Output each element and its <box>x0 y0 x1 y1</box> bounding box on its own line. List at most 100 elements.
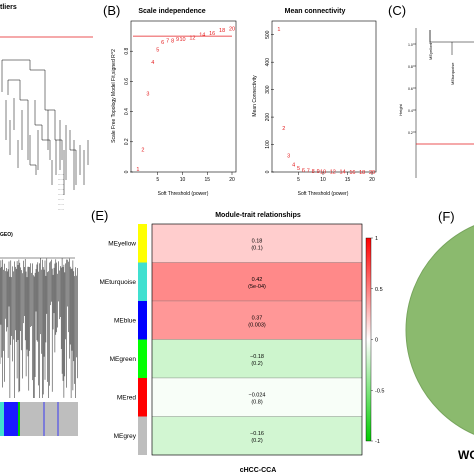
y-tick-label: 0.6 <box>124 78 130 85</box>
legend-tick-label: 0.5 <box>375 287 383 293</box>
cell-correlation: −0.024 <box>249 392 266 398</box>
data-point-label: 7 <box>166 39 169 45</box>
cell-correlation: −0.16 <box>250 431 264 437</box>
legend-tick-label: 1 <box>375 236 378 242</box>
data-point-label: 20 <box>229 27 235 33</box>
cell-p-value: (0.2) <box>251 361 262 367</box>
cell-correlation: 0.18 <box>252 238 263 244</box>
data-point-label: 6 <box>302 168 305 174</box>
chart-title: Mean connectivity <box>285 8 346 15</box>
plot-frame <box>130 20 237 173</box>
data-point-label: 12 <box>330 170 336 176</box>
chart-title: Module-trait relationships <box>215 212 301 219</box>
panel-b-scale-independence: (B) Scale independence 5 10 15 2000.20.40.6… <box>103 3 237 197</box>
x-tick-label: 5 <box>297 177 300 183</box>
data-point-label: 3 <box>146 91 149 97</box>
data-point-label: 2 <box>282 126 285 132</box>
module-color-swatch <box>138 224 147 263</box>
chart-title: Scale independence <box>138 8 205 15</box>
heatmap-frame <box>151 223 363 456</box>
svg-text:·····: ····· <box>58 183 64 187</box>
svg-text:·····: ····· <box>58 193 64 197</box>
cell-correlation: 0.42 <box>252 277 263 283</box>
x-axis-label: Soft Threshold (power) <box>158 191 209 197</box>
x-tick-label: 10 <box>320 177 326 183</box>
module-label: MEyellow <box>108 240 136 247</box>
data-point-label: 1 <box>277 27 280 33</box>
cell-correlation: 0.37 <box>252 315 263 321</box>
heatmap-rows: MEyellow 0.18(0.1) MEturquoise 0.42(5e-04) M… <box>100 223 363 456</box>
data-point-label: 18 <box>219 28 225 34</box>
panel-c-y-label: Height <box>398 103 403 115</box>
panel-a-partial-title: tliers <box>0 4 17 11</box>
panel-d-module-blue <box>4 402 18 436</box>
panel-e-letter: (E) <box>91 208 108 223</box>
heatmap-cell <box>151 300 363 340</box>
legend-tick-label: 0 <box>375 338 378 344</box>
panel-f-partial-label: WG <box>458 448 474 462</box>
y-axis-label: Mean Connectivity <box>252 75 258 117</box>
plot-frame <box>271 20 377 173</box>
panel-c-letter: (C) <box>388 3 406 18</box>
module-color-swatch <box>138 416 147 455</box>
data-point-label: 3 <box>287 154 290 160</box>
legend-gradient <box>365 237 372 442</box>
x-tick-label: 10 <box>180 177 186 183</box>
panel-b-mean-connectivity: Mean connectivity 5 10 15 20010020030040050… <box>252 8 377 197</box>
data-point-label: 9 <box>176 37 179 43</box>
data-point-label: 4 <box>292 162 295 168</box>
y-tick-label: 0.8 <box>124 48 130 55</box>
module-label: MEred <box>117 394 137 401</box>
heatmap-cell <box>151 416 363 456</box>
panel-c: (C) 1.0 0.8 0.6 0.4 0.2 Height MEyellow … <box>388 3 474 178</box>
panel-c-ticks: 1.0 0.8 0.6 0.4 0.2 <box>408 43 416 135</box>
panel-d-module-green <box>18 402 20 436</box>
cell-p-value: (0.003) <box>248 322 266 328</box>
data-point-label: 4 <box>151 60 154 66</box>
svg-text:·····: ····· <box>58 178 64 182</box>
y-tick-label: 0.2 <box>124 138 130 145</box>
module-label: MEblue <box>114 317 136 324</box>
x-tick-label: 5 <box>156 177 159 183</box>
y-tick-label: 500 <box>265 30 271 39</box>
module-color-swatch <box>138 378 147 417</box>
svg-text:0.4: 0.4 <box>408 109 413 113</box>
color-legend: 1 0.5 0 -0.5 -1 <box>365 236 384 445</box>
x-tick-label: 15 <box>204 177 210 183</box>
legend-tick-label: -0.5 <box>375 388 384 394</box>
cell-p-value: (0.2) <box>251 438 262 444</box>
svg-text:1.0: 1.0 <box>408 43 413 47</box>
panel-e-heatmap: (E) Module-trait relationships MEyellow 0… <box>91 208 384 474</box>
cell-p-value: (5e-04) <box>248 284 266 290</box>
cell-p-value: (0.8) <box>251 399 262 405</box>
panel-c-leaf-label: MEyellow <box>428 43 433 60</box>
cell-correlation: −0.18 <box>250 354 264 360</box>
data-point-label: 8 <box>171 39 174 45</box>
panel-d-dendrogram <box>0 257 78 398</box>
data-point-label: 18 <box>359 170 365 176</box>
data-point-label: 2 <box>141 147 144 153</box>
y-tick-label: 0 <box>265 170 271 173</box>
panel-f-venn-circle <box>405 225 474 435</box>
panel-d-partial-label: GEO) <box>0 232 13 238</box>
data-point-label: 9 <box>317 169 320 175</box>
module-label: MEgreen <box>110 356 137 363</box>
y-tick-label: 0.4 <box>124 108 130 115</box>
svg-text:0.6: 0.6 <box>408 87 413 91</box>
panel-d: GEO) <box>0 232 78 436</box>
panel-f-letter: (F) <box>438 209 455 224</box>
x-axis-label: Soft Threshold (power) <box>298 191 349 197</box>
module-color-swatch <box>138 339 147 378</box>
panel-a-dendrogram <box>1 59 89 195</box>
heatmap-cell <box>151 223 363 263</box>
panel-d-module-turquoise <box>0 402 4 436</box>
data-point-label: 5 <box>297 166 300 172</box>
svg-text:0.2: 0.2 <box>408 131 413 135</box>
data-point-label: 8 <box>312 169 315 175</box>
svg-text:·····: ····· <box>58 188 64 192</box>
module-label: MEgrey <box>114 433 137 440</box>
y-tick-label: 0 <box>124 170 130 173</box>
